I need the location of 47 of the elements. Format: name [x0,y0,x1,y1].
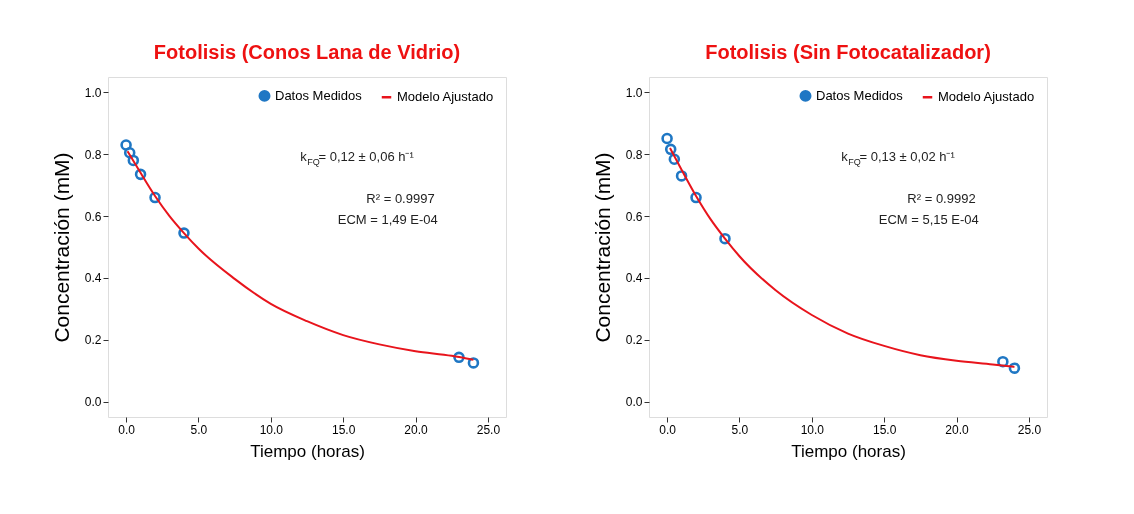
y-tick-label: 0.4 [625,271,643,286]
x-tick-label: 0.0 [659,422,677,437]
chart-title: Fotolisis (Conos Lana de Vidrio) [153,41,461,63]
y-tick-label: 0.2 [625,333,643,348]
point [668,153,681,165]
point [1008,362,1021,374]
annotation: ECM = 5,15 E-04 [878,212,979,227]
legend-label: Modelo Ajustado [938,89,1035,105]
y-tick-label: 0.8 [84,147,102,162]
y-tick-label: 0.0 [625,395,643,410]
x-tick-label: 5.0 [190,422,208,437]
x-tick-label: 20.0 [404,422,429,437]
x-tick-label: 15.0 [332,422,356,437]
annotation: ECM = 1,49 E-04 [337,212,438,227]
x-axis-title: Tiempo (horas) [250,441,365,461]
point [661,132,673,145]
legend-label: Modelo Ajustado [397,89,494,105]
y-tick-label: 0.0 [84,395,102,410]
x-tick-label: 5.0 [731,422,749,437]
y-axis-title: Concentración (mM) [590,152,614,343]
y-tick-label: 1.0 [625,85,643,100]
annotation: R² = 0.9997 [366,191,435,206]
y-tick-label: 0.2 [84,333,102,348]
y-tick-label: 0.8 [625,147,643,162]
chart-title: Fotolisis (Sin Fotocatalizador) [705,41,991,63]
y-tick-label: 0.6 [84,209,102,224]
annotation: R² = 0.9992 [907,191,976,206]
point [467,357,480,369]
legend-label: Datos Medidos [275,87,363,103]
x-tick-label: 20.0 [945,422,970,437]
point [123,146,136,159]
x-axis-title: Tiempo (horas) [791,441,906,461]
point [664,143,677,156]
y-tick-label: 0.4 [84,271,102,286]
x-tick-label: 10.0 [259,422,284,437]
x-tick-label: 15.0 [873,422,897,437]
x-tick-label: 0.0 [118,422,136,437]
x-tick-label: 25.0 [476,422,501,437]
y-tick-label: 0.6 [625,209,643,224]
y-axis-title: Concentración (mM) [49,152,73,343]
x-tick-label: 10.0 [800,422,825,437]
legend-label: Datos Medidos [816,87,904,103]
y-tick-label: 1.0 [84,85,102,100]
line-series [668,147,1016,368]
x-tick-label: 25.0 [1017,422,1042,437]
point [120,139,132,151]
line-series [126,150,475,361]
